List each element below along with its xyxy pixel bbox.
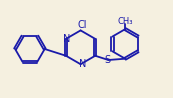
- Text: N: N: [79, 59, 86, 69]
- Text: Cl: Cl: [77, 20, 87, 30]
- Text: S: S: [105, 55, 111, 65]
- Text: CH₃: CH₃: [117, 17, 133, 26]
- Text: N: N: [63, 34, 70, 44]
